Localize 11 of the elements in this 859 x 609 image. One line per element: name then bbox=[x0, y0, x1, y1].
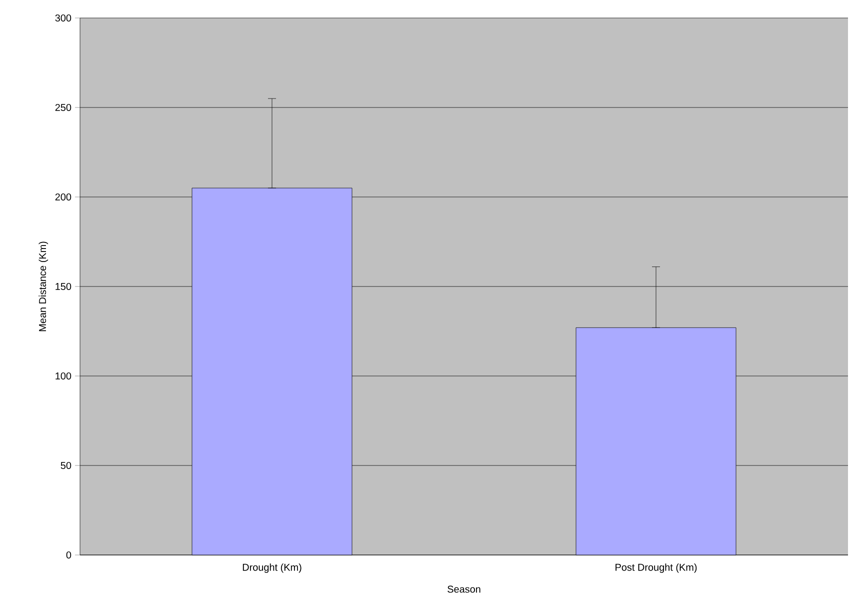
y-axis-title: Mean Distance (Km) bbox=[38, 242, 48, 332]
y-tick-label: 0 bbox=[66, 551, 72, 559]
y-tick-label: 300 bbox=[55, 14, 72, 22]
x-tick-label: Post Drought (Km) bbox=[616, 564, 697, 573]
y-tick-label: 50 bbox=[60, 462, 72, 470]
x-axis-title: Season bbox=[448, 586, 480, 593]
y-tick-label: 100 bbox=[56, 372, 72, 380]
y-tick-label: 150 bbox=[56, 282, 72, 290]
y-tick-label: 250 bbox=[55, 104, 72, 112]
x-tick-label: Drought (Km) bbox=[242, 564, 302, 573]
y-tick-label: 200 bbox=[55, 193, 72, 201]
